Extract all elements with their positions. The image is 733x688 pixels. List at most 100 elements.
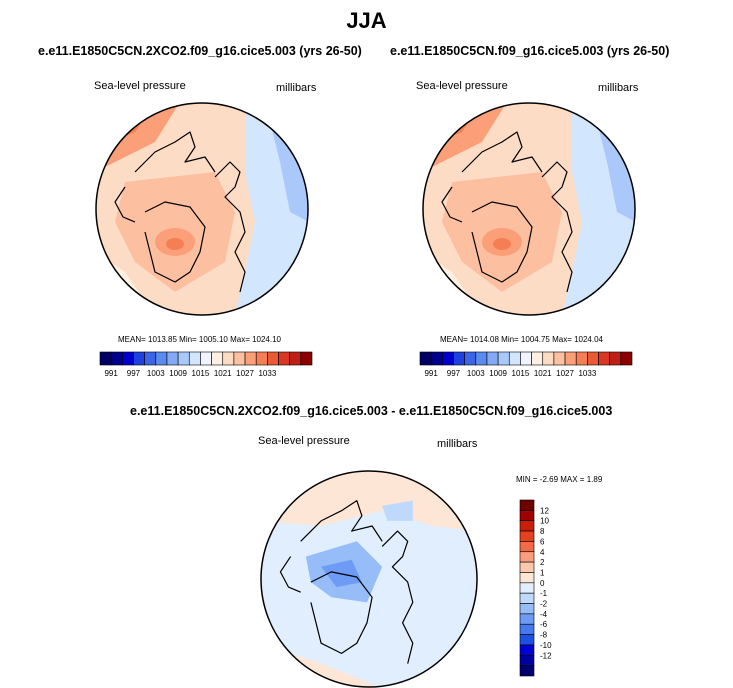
colorbar-swatch [99,351,112,366]
colorbar-swatch [519,520,535,532]
colorbar-swatch [144,351,157,366]
colorbar-tick-label: 1021 [214,369,232,378]
colorbar-swatch [609,351,622,366]
colorbar-swatch [519,499,535,511]
colorbar-swatch [419,351,432,366]
colorbar-tick-label: 6 [540,537,545,546]
colorbar-tick-label: -6 [540,620,548,629]
colorbar-swatch [244,351,257,366]
colorbar-tick-label: 991 [424,369,438,378]
colorbar-swatch [464,351,477,366]
colorbar-swatch [519,613,535,625]
panel2-title: e.e11.E1850C5CN.f09_g16.cice5.003 (yrs 2… [390,44,670,58]
colorbar-tick-label: 997 [127,369,141,378]
colorbar-swatch [255,351,268,366]
colorbar-tick-label: 0 [540,579,545,588]
colorbar-swatch [188,351,201,366]
colorbar-tick-label: 1009 [169,369,187,378]
panel1-polar-map [95,102,309,316]
colorbar-swatch [177,351,190,366]
field-greenland-peak [166,238,184,250]
coastline-segment [214,161,246,293]
colorbar-tick-label: -12 [540,651,552,660]
coastline-segment [144,201,206,283]
colorbar-swatch [110,351,123,366]
colorbar-swatch [486,351,499,366]
field-greenland-peak [493,238,511,250]
coastline-segment [310,571,373,654]
coastlines [441,131,573,293]
panel2-polar-map [422,102,636,316]
colorbar-tick-label: -4 [540,610,548,619]
colorbar-tick-label: 4 [540,548,545,557]
colorbar-swatch [166,351,179,366]
colorbar-tick-label: 991 [104,369,118,378]
colorbar-swatch [133,351,145,366]
colorbar-swatch [222,351,235,366]
colorbar-swatch [519,654,535,666]
panel3-units-label: millibars [437,438,478,450]
coastline-segment [441,186,463,223]
colorbar-swatch [453,351,465,366]
colorbar-swatch [553,351,566,366]
panel2-stats: MEAN= 1014.08 Min= 1004.75 Max= 1024.04 [440,335,603,344]
colorbar-swatch [508,351,521,366]
coastlines [114,131,246,293]
colorbar-tick-label: 8 [540,527,545,536]
colorbar-tick-label: 1003 [467,369,485,378]
colorbar-swatch [519,561,535,573]
figure-title: JJA [346,8,387,33]
colorbar-tick-label: 1015 [512,369,530,378]
panel3-stats: MIN = -2.69 MAX = 1.89 [516,475,603,484]
panel1-title: e.e11.E1850C5CN.2XCO2.f09_g16.cice5.003 … [38,44,362,58]
colorbar-tick-label: 10 [540,517,549,526]
colorbar-tick-label: -2 [540,600,548,609]
coastline-segment [134,131,216,173]
colorbar-tick-label: 1027 [236,369,254,378]
panel2-units-label: millibars [598,82,639,94]
colorbar-tick-label: 1009 [489,369,507,378]
colorbar-swatch [300,351,313,366]
colorbar-swatch [519,623,535,635]
colorbar-tick-label: 12 [540,506,549,515]
colorbar-swatch [519,603,535,615]
colorbar-swatch [519,644,535,656]
colorbar-tick-label: 2 [540,558,545,567]
colorbar-swatch [519,634,535,646]
colorbar-tick-label: 1033 [578,369,596,378]
colorbar-swatch [442,351,454,366]
colorbar-tick-label: -8 [540,631,548,640]
panel1-colorbar: 991 997 1003 1009 1015 1021 1027 1033 [99,351,313,378]
colorbar-swatch [520,351,532,366]
colorbar-swatch [122,351,134,366]
colorbar-swatch [587,351,599,366]
map-field [423,103,635,315]
colorbar-swatch [531,351,544,366]
panel1-variable-label: Sea-level pressure [94,80,186,92]
colorbar-swatch [575,351,588,366]
colorbar-swatch [233,351,246,366]
panel1-units-label: millibars [276,82,317,94]
coastline-segment [300,500,383,542]
colorbar-swatch [211,351,224,366]
panel3-variable-label: Sea-level pressure [258,435,350,447]
colorbar-swatch [519,592,535,604]
colorbar-swatch [542,351,555,366]
colorbar-tick-label: 1 [540,568,545,577]
colorbar-swatch [519,510,535,522]
colorbar-swatch [475,351,488,366]
map-boundary [422,102,636,316]
colorbar-tick-label: -1 [540,589,548,598]
coastline-segment [114,186,136,223]
colorbar-swatch [519,665,535,677]
colorbar-swatch [519,530,535,542]
panel2-colorbar: 991 997 1003 1009 1015 1021 1027 1033 [419,351,633,378]
colorbar-tick-label: 997 [447,369,461,378]
colorbar-tick-label: -10 [540,641,552,650]
colorbar-tick-label: 1033 [258,369,276,378]
coastline-segment [381,530,414,664]
colorbar-swatch [430,351,443,366]
colorbar-swatch [155,351,168,366]
colorbar-tick-label: 1003 [147,369,165,378]
